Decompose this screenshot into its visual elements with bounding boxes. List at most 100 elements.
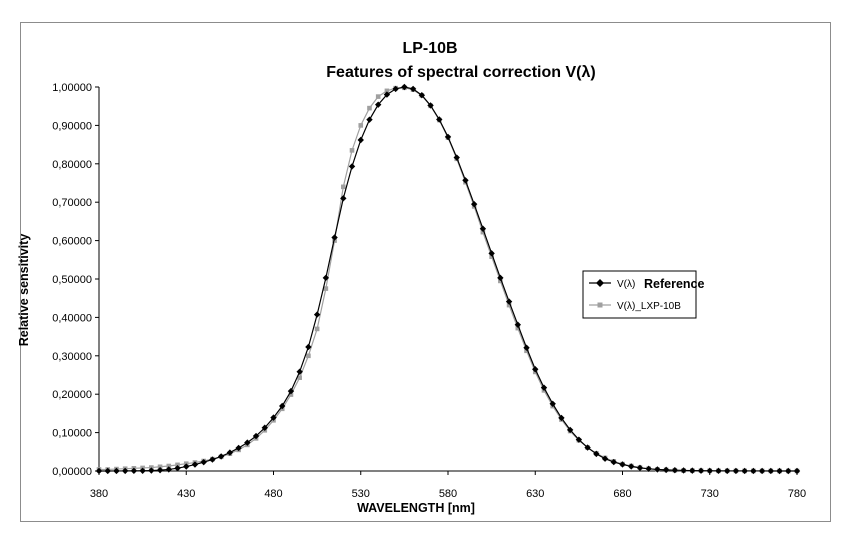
series-1-point [654, 466, 661, 473]
y-tick-label: 0,30000 [52, 351, 92, 363]
series-2-point [175, 462, 180, 468]
series-1-point [121, 467, 129, 475]
series-1-point [401, 83, 408, 91]
series-1-point [444, 133, 452, 141]
series-2-point [358, 123, 364, 128]
series-1-point [244, 439, 251, 446]
series-2-point [349, 148, 355, 153]
series-1-point [95, 467, 103, 475]
series-1-point [488, 250, 495, 257]
series-1-point [724, 467, 731, 475]
series-1-point [383, 91, 391, 98]
x-tick-label: 380 [90, 488, 108, 500]
series-1-point [313, 311, 321, 318]
series-1-point [331, 234, 338, 241]
series-2-point [367, 105, 372, 111]
series-1-point [497, 274, 504, 282]
series-1-point [322, 274, 330, 282]
y-axis-ticks: 0,00000 0,10000 0,20000 0,30000 0,40000 0,500… [52, 82, 99, 478]
series-1-point [689, 467, 696, 474]
x-tick-label: 730 [701, 488, 719, 500]
series-1-point [575, 436, 583, 443]
series-1-point [453, 154, 460, 161]
series-1-point [566, 426, 574, 434]
series-1-point [279, 402, 286, 410]
series-1-point [235, 444, 242, 452]
series-1-point [758, 467, 766, 475]
x-tick-label: 780 [788, 488, 806, 500]
series-2-point [306, 353, 311, 359]
legend-label-series-2: V(λ)_LXP-10B [617, 301, 681, 312]
legend: V(λ) Reference V(λ)_LXP-10B [582, 270, 704, 319]
series-1-point [113, 467, 120, 475]
x-axis-label: WAVELENGTH [nm] [357, 501, 475, 515]
x-axis-ticks: 380 430 480 530 580 630 680 730 780 [90, 471, 806, 500]
series-1-point [270, 414, 277, 421]
series-2-point [375, 94, 381, 99]
series-1-point [584, 444, 591, 451]
series-1-point [375, 101, 382, 108]
series-1-point [226, 449, 234, 456]
series-1-point [715, 467, 722, 475]
series-1-point [523, 344, 530, 351]
series-1-point [558, 414, 565, 422]
series-1-point [636, 464, 644, 472]
series-1-point [601, 455, 609, 462]
legend-label-series-1: V(λ) [617, 279, 635, 290]
series-1-point [462, 177, 469, 184]
series-1-point [392, 85, 399, 93]
series-1-point [505, 298, 513, 305]
y-tick-label: 0,00000 [52, 466, 92, 478]
series-2-point [166, 463, 172, 469]
series-1-point [252, 432, 260, 440]
y-tick-label: 0,20000 [52, 389, 92, 401]
y-tick-label: 0,80000 [52, 159, 92, 171]
series-2-point [157, 464, 163, 470]
series-2-point [341, 184, 346, 190]
series-1-point [741, 467, 748, 475]
series-1-point [671, 466, 679, 474]
series-2-point [515, 325, 521, 331]
chart-title: LP-10B [402, 40, 457, 57]
series-1-point [200, 458, 207, 466]
y-tick-label: 0,60000 [52, 236, 92, 248]
series-1-point [209, 456, 216, 463]
series-1-point [540, 384, 548, 391]
y-tick-label: 0,40000 [52, 312, 92, 324]
series-2-point [323, 286, 329, 291]
x-tick-label: 580 [439, 488, 457, 500]
series-1-point [287, 387, 295, 395]
legend-marker-series-1 [596, 279, 604, 287]
series-1-point [348, 163, 356, 170]
series-1-point [261, 424, 268, 431]
x-tick-label: 430 [177, 488, 195, 500]
series-2-point [489, 254, 494, 260]
y-tick-label: 0,50000 [52, 274, 92, 286]
series-1-point [296, 368, 303, 375]
series-2-point [480, 229, 486, 235]
y-tick-label: 0,90000 [52, 120, 92, 132]
chart-subtitle: Features of spectral correction V(λ) [326, 64, 595, 81]
x-tick-label: 530 [352, 488, 370, 500]
series-1-point [340, 195, 347, 202]
series-1-point [750, 467, 757, 475]
series-1-point [785, 467, 792, 475]
series-1-point [479, 225, 487, 232]
series-1-point [470, 200, 478, 208]
series-1-point [104, 467, 111, 475]
series-1-point [366, 116, 373, 123]
series-1-point [776, 467, 783, 475]
legend-label-series-1-suffix: Reference [644, 277, 704, 291]
legend-box [582, 270, 697, 319]
series-1 [95, 83, 801, 475]
series-2-point [506, 302, 512, 308]
series-1-point [191, 461, 199, 468]
y-tick-label: 1,00000 [52, 82, 92, 94]
series-2-point [297, 375, 302, 380]
series-1-point [418, 92, 426, 99]
series-1-point [217, 453, 225, 460]
series-1-point [514, 321, 521, 328]
series-1-point [174, 464, 181, 472]
series-1-point [645, 465, 652, 473]
series-1-point [427, 102, 434, 109]
